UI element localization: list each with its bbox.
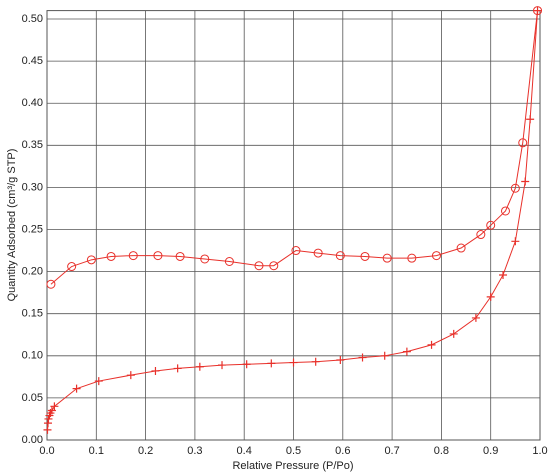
y-tick-label: 0.00 (22, 434, 43, 446)
marker (476, 230, 486, 240)
marker (499, 270, 508, 279)
marker (218, 361, 227, 370)
marker (195, 362, 204, 371)
marker (254, 261, 264, 271)
y-tick-label: 0.15 (22, 308, 43, 320)
y-tick-label: 0.20 (22, 266, 43, 278)
marker (336, 356, 345, 365)
marker (427, 340, 436, 349)
marker (46, 279, 56, 289)
marker (67, 262, 77, 272)
marker (44, 414, 53, 423)
marker (106, 251, 116, 261)
marker (86, 255, 96, 265)
marker (50, 402, 59, 411)
marker (94, 377, 103, 386)
marker (431, 251, 441, 261)
marker (407, 253, 417, 263)
marker (291, 246, 301, 256)
marker (360, 251, 370, 261)
series-line (46, 10, 539, 430)
y-tick-label: 0.50 (22, 13, 43, 25)
marker (518, 138, 528, 148)
y-tick-label: 0.30 (22, 181, 43, 193)
marker (511, 237, 520, 246)
marker (47, 406, 56, 415)
x-tick-label: 0.6 (335, 445, 350, 457)
marker (526, 115, 535, 124)
marker (175, 251, 185, 261)
marker (242, 360, 251, 369)
marker (72, 384, 81, 393)
marker (402, 347, 411, 356)
marker (358, 353, 367, 362)
marker (43, 425, 52, 434)
y-tick-label: 0.45 (22, 55, 43, 67)
x-tick-label: 0.3 (187, 445, 202, 457)
marker (126, 371, 135, 380)
y-axis-label: Quantity Adsorbed (cm³/g STP) (6, 149, 18, 302)
x-tick-label: 0.1 (89, 445, 104, 457)
marker (128, 251, 138, 261)
marker (456, 243, 466, 253)
series-line (50, 10, 539, 285)
marker (380, 351, 389, 360)
marker (486, 292, 495, 301)
y-tick-label: 0.05 (22, 392, 43, 404)
y-tick-label: 0.35 (22, 139, 43, 151)
marker (153, 251, 163, 261)
marker (311, 357, 320, 366)
marker (224, 257, 234, 267)
y-tick-label: 0.40 (22, 97, 43, 109)
y-tick-label: 0.10 (22, 350, 43, 362)
marker (335, 251, 345, 261)
x-tick-label: 1.0 (532, 445, 547, 457)
marker (510, 183, 520, 193)
y-tick-label: 0.25 (22, 223, 43, 235)
marker (471, 313, 480, 322)
marker (200, 254, 210, 264)
marker (173, 364, 182, 373)
x-tick-label: 0.8 (434, 445, 449, 457)
marker (289, 358, 298, 367)
marker (151, 366, 160, 375)
x-axis-label: Relative Pressure (P/Po) (232, 460, 353, 472)
marker (313, 248, 323, 258)
x-tick-label: 0.0 (39, 445, 54, 457)
x-tick-label: 0.2 (138, 445, 153, 457)
x-tick-label: 0.4 (237, 445, 252, 457)
marker (382, 253, 392, 263)
x-tick-label: 0.7 (384, 445, 399, 457)
marker (500, 206, 510, 216)
x-tick-label: 0.9 (483, 445, 498, 457)
plot-frame (46, 10, 541, 441)
marker (521, 177, 530, 186)
marker (533, 6, 543, 16)
marker (449, 329, 458, 338)
marker (486, 220, 496, 230)
x-tick-label: 0.5 (286, 445, 301, 457)
marker (267, 359, 276, 368)
marker (269, 261, 279, 271)
